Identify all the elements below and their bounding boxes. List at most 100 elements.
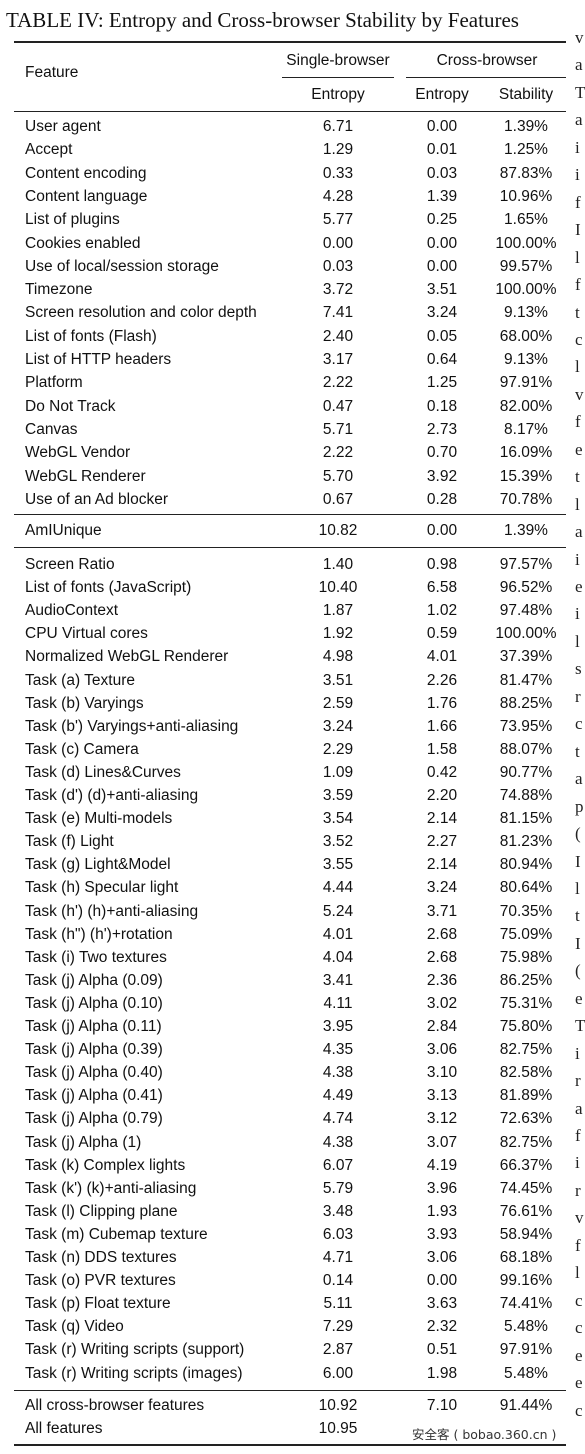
margin-letter: r	[575, 686, 581, 706]
feature-cell: Accept	[25, 141, 73, 159]
margin-letter: a	[575, 769, 583, 789]
margin-letter: c	[575, 1318, 583, 1338]
feature-cell: Screen Ratio	[25, 556, 115, 573]
single-entropy-cell: 10.82	[318, 522, 358, 539]
cross-entropy-cell: 2.68	[426, 948, 458, 966]
stability-cell: 74.41%	[499, 1295, 553, 1313]
cross-entropy-cell: 7.10	[426, 1397, 458, 1414]
feature-cell: Content encoding	[25, 164, 147, 182]
stability-cell: 75.80%	[499, 1018, 553, 1035]
single-entropy-cell: 0.47	[322, 397, 354, 415]
single-entropy-cell: 3.54	[322, 810, 354, 828]
feature-cell: Task (f) Light	[25, 833, 114, 851]
margin-letter: f	[575, 275, 581, 295]
stability-cell: 68.18%	[499, 1249, 553, 1266]
margin-letter: l	[575, 494, 580, 514]
stability-cell: 68.00%	[499, 327, 553, 345]
cross-entropy-cell: 0.51	[426, 1341, 458, 1359]
stability-cell: 72.63%	[499, 1110, 553, 1128]
cross-entropy-cell: 3.93	[426, 1225, 458, 1243]
single-entropy-cell: 3.41	[322, 971, 354, 989]
cross-entropy-cell: 2.14	[426, 856, 458, 874]
margin-letter: l	[575, 357, 580, 377]
cross-entropy-cell: 3.51	[426, 281, 458, 299]
margin-letter: l	[575, 878, 580, 898]
single-entropy-cell: 4.11	[323, 994, 353, 1012]
feature-cell: Task (k) Complex lights	[25, 1156, 186, 1174]
single-entropy-cell: 4.49	[322, 1087, 354, 1105]
stability-cell: 58.94%	[499, 1225, 553, 1243]
feature-cell: AudioContext	[25, 602, 119, 620]
margin-letter: i	[575, 604, 580, 624]
feature-cell: Use of an Ad blocker	[25, 490, 169, 508]
feature-cell: Task (h") (h')+rotation	[25, 925, 173, 943]
cross-entropy-cell: 0.05	[426, 327, 458, 345]
stability-cell: 99.57%	[499, 257, 553, 275]
stability-cell: 88.25%	[499, 694, 553, 712]
margin-letter: c	[575, 329, 583, 349]
feature-cell: Task (c) Camera	[25, 740, 139, 758]
stability-cell: 70.35%	[499, 902, 553, 920]
watermark: 安全客 ( bobao.360.cn )	[412, 1424, 582, 1443]
margin-letter: i	[575, 1153, 580, 1173]
single-entropy-cell: 2.87	[322, 1341, 354, 1359]
margin-letter: f	[575, 412, 581, 432]
header-feature: Feature	[25, 64, 79, 81]
margin-letter: l	[575, 1263, 580, 1283]
single-entropy-cell: 10.95	[318, 1420, 358, 1437]
stability-cell: 10.96%	[499, 187, 553, 205]
margin-letter: I	[575, 220, 581, 240]
margin-letter: v	[575, 384, 584, 404]
single-entropy-cell: 7.41	[322, 304, 354, 322]
single-entropy-cell: 2.40	[322, 327, 354, 345]
cross-entropy-cell: 4.01	[426, 648, 458, 666]
margin-letter: p	[575, 796, 584, 816]
stability-cell: 97.91%	[499, 1341, 553, 1359]
stability-cell: 74.88%	[499, 787, 553, 804]
stability-cell: 76.61%	[499, 1202, 553, 1220]
cross-entropy-cell: 2.84	[426, 1018, 458, 1035]
single-entropy-cell: 2.22	[322, 374, 354, 392]
feature-cell: Task (j) Alpha (0.09)	[25, 971, 163, 989]
cross-entropy-cell: 0.42	[426, 763, 458, 781]
feature-cell: Canvas	[25, 420, 78, 438]
cross-entropy-cell: 1.93	[426, 1202, 458, 1220]
stability-cell: 87.83%	[499, 164, 553, 182]
margin-letter: c	[575, 1290, 583, 1310]
single-entropy-cell: 4.74	[322, 1110, 354, 1128]
feature-cell: Task (k') (k)+anti-aliasing	[25, 1179, 197, 1197]
feature-cell: Task (b) Varyings	[25, 694, 144, 712]
margin-letter: t	[575, 467, 580, 487]
margin-letter: r	[575, 1071, 581, 1091]
stability-cell: 75.31%	[499, 994, 553, 1012]
feature-cell: Normalized WebGL Renderer	[25, 648, 229, 666]
single-entropy-cell: 4.71	[322, 1249, 354, 1266]
cross-entropy-cell: 3.92	[426, 467, 458, 485]
margin-letter: T	[575, 1016, 585, 1036]
cross-entropy-cell: 1.25	[426, 374, 458, 392]
single-entropy-cell: 5.24	[322, 902, 354, 920]
margin-letter: c	[575, 1400, 583, 1420]
stability-cell: 88.07%	[499, 740, 553, 758]
single-entropy-cell: 5.77	[322, 211, 354, 229]
feature-cell: Task (j) Alpha (0.79)	[25, 1110, 163, 1128]
stability-cell: 97.57%	[499, 556, 553, 573]
single-entropy-cell: 1.92	[322, 625, 354, 643]
margin-letter: c	[575, 714, 583, 734]
cross-entropy-cell: 0.01	[426, 141, 458, 159]
stability-cell: 37.39%	[499, 648, 553, 666]
stability-cell: 100.00%	[495, 234, 557, 252]
single-entropy-cell: 2.59	[322, 694, 354, 712]
margin-letter: (	[575, 824, 581, 844]
single-entropy-cell: 4.28	[322, 187, 354, 205]
feature-cell: Task (m) Cubemap texture	[25, 1225, 208, 1243]
single-entropy-cell: 3.51	[322, 671, 354, 689]
single-entropy-cell: 3.48	[322, 1202, 354, 1220]
section-rule-2	[14, 547, 566, 548]
feature-cell: Platform	[25, 374, 83, 392]
margin-letter: i	[575, 137, 580, 157]
stability-cell: 75.98%	[499, 948, 553, 966]
cross-entropy-cell: 3.06	[426, 1041, 458, 1059]
single-entropy-cell: 4.38	[322, 1133, 354, 1151]
feature-cell: WebGL Vendor	[25, 444, 131, 462]
